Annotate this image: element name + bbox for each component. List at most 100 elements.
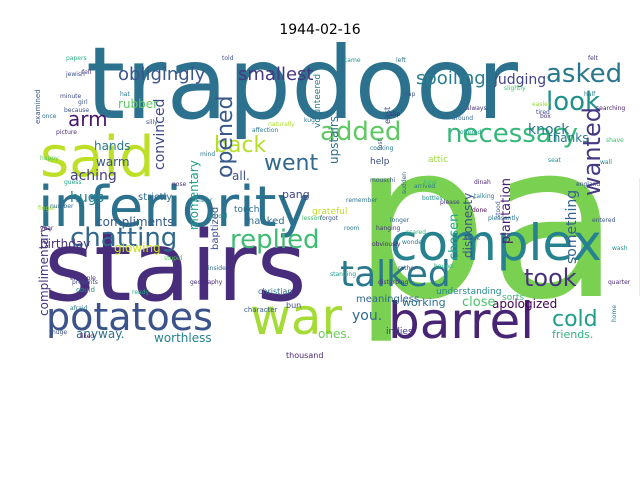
cloud-word: pleasantly [488, 215, 519, 222]
cloud-word: rubber [118, 97, 158, 111]
cloud-word: glowing [114, 241, 161, 255]
cloud-word: half [584, 91, 596, 98]
cloud-word: offered [460, 129, 482, 136]
cloud-word: hugs [70, 190, 104, 206]
cloud-word: mind [200, 151, 215, 158]
cloud-word: character [244, 306, 278, 314]
cloud-word: ones. [318, 327, 350, 341]
cloud-word: obligingly [118, 64, 206, 85]
cloud-word: once [42, 113, 57, 120]
cloud-word: smallest [238, 64, 313, 85]
cloud-word: complex [390, 214, 602, 272]
cloud-word: seat [548, 157, 561, 164]
cloud-word: strictly [138, 192, 172, 203]
cloud-word: apologized [492, 297, 557, 311]
cloud-word: complimentary [37, 225, 51, 316]
cloud-word: jewish [65, 71, 85, 78]
cloud-word: liked [80, 333, 94, 340]
cloud-word: nap [404, 91, 415, 98]
cloud-word: fell [82, 69, 91, 76]
cloud-word: chatting [70, 223, 177, 253]
cloud-word: help [370, 157, 390, 167]
cloud-word: papers [66, 55, 87, 62]
cloud-word: forgot [320, 215, 339, 222]
cloud-word: judging [493, 72, 546, 88]
cloud-word: cold [552, 307, 598, 332]
cloud-word: lesson [302, 215, 321, 222]
cloud-word: plantation [499, 178, 514, 244]
cloud-word: room [344, 225, 360, 232]
cloud-word: kind [424, 179, 437, 186]
cloud-word: huge [52, 329, 67, 336]
cloud-word: picture [56, 129, 77, 136]
cloud-word: all. [232, 169, 250, 183]
cloud-word: remember [346, 197, 378, 204]
cloud-word: pang [282, 188, 310, 201]
cloud-word: replied [230, 225, 320, 255]
cloud-word: friends. [552, 328, 593, 341]
cloud-word: scared [406, 229, 426, 236]
cloud-word: number [50, 203, 74, 210]
cloud-word: dinah [474, 179, 491, 186]
cloud-word: working [402, 296, 446, 309]
cloud-word: chosen [447, 214, 462, 260]
cloud-word: knock [528, 122, 570, 138]
cloud-word: standing [330, 271, 356, 278]
cloud-word: searching [596, 105, 625, 112]
cloud-word: momentary [187, 160, 201, 230]
cloud-word: talking [474, 193, 495, 200]
cloud-word: baptized [210, 207, 221, 250]
cloud-word: birthday [40, 237, 90, 251]
cloud-word: east [383, 107, 392, 124]
cloud-word: geography [190, 279, 223, 286]
cloud-word: ready [132, 289, 150, 296]
chart-title: 1944-02-16 [279, 22, 361, 38]
cloud-word: always [466, 105, 487, 112]
cloud-word: felt [588, 55, 598, 62]
cloud-word: example [70, 275, 96, 282]
cloud-word: finger [38, 205, 56, 212]
cloud-word: england [576, 181, 600, 188]
cloud-word: afraid [70, 305, 88, 312]
cloud-word: inside [208, 265, 226, 272]
cloud-word: shave [606, 137, 624, 144]
cloud-word: lost [377, 139, 384, 150]
cloud-word: arm [68, 107, 108, 131]
cloud-word: back [214, 133, 267, 158]
cloud-word: girl [78, 99, 88, 106]
cloud-word: understanding [436, 287, 501, 297]
cloud-word: thousand [286, 351, 323, 360]
cloud-word: wall [600, 159, 612, 166]
cloud-word: because [64, 107, 89, 114]
cloud-word: bun [286, 301, 301, 310]
cloud-word: pan [352, 96, 640, 347]
cloud-word: disturbing [378, 279, 409, 286]
cloud-word: sorts [502, 293, 524, 303]
cloud-word: necessary [446, 119, 578, 149]
cloud-word: wash [612, 245, 628, 252]
cloud-word: home [611, 305, 618, 322]
cloud-word: told [222, 55, 234, 62]
cloud-word: tired [536, 109, 550, 116]
cloud-word: longer [390, 217, 410, 224]
cloud-word: hands [94, 139, 130, 153]
cloud-word: grateful [312, 207, 347, 217]
cloud-word: went [264, 151, 318, 176]
cloud-word: attic [428, 155, 448, 165]
cloud-word: christian [258, 287, 292, 296]
cloud-word: warm [96, 155, 130, 169]
cloud-word: trapdoor [86, 25, 519, 142]
cloud-word: talked [340, 254, 451, 295]
cloud-word: came [344, 57, 361, 64]
cloud-word: black [464, 235, 480, 242]
cloud-word: you. [352, 308, 382, 324]
cloud-word: inferiority [38, 175, 310, 240]
cloud-word: indies [386, 327, 413, 337]
cloud-word: quarter [608, 279, 631, 286]
cloud-word: around [452, 115, 473, 122]
cloud-word: took [524, 264, 577, 292]
cloud-word: slightly [504, 85, 526, 92]
cloud-word: mouschi [370, 177, 396, 184]
cloud-word: said [40, 125, 155, 190]
